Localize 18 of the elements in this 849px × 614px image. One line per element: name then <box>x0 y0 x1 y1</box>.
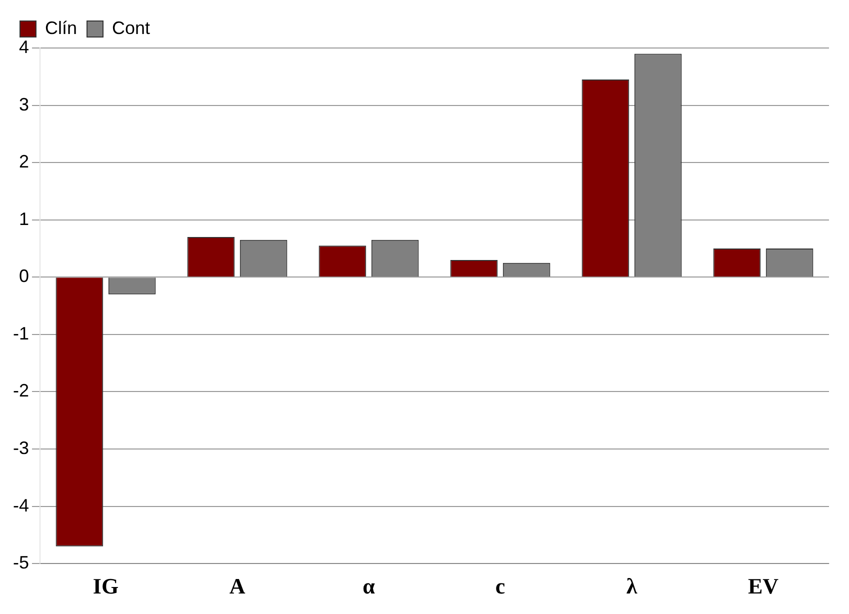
x-tick-label: c <box>495 573 506 598</box>
y-tick-label: 2 <box>18 152 30 172</box>
y-tick-label: -3 <box>12 438 30 458</box>
legend-label: Clín <box>45 18 78 38</box>
legend-label: Cont <box>112 18 150 38</box>
x-tick-label: A <box>229 573 246 598</box>
y-tick-label: -1 <box>12 323 30 344</box>
x-tick-label: IG <box>92 573 119 598</box>
y-tick-label: -5 <box>12 552 30 573</box>
x-tick-label: α <box>362 573 376 598</box>
x-tick-label: EV <box>748 573 779 598</box>
y-tick-label: -2 <box>12 380 30 401</box>
y-tick-label: 1 <box>18 208 30 229</box>
y-tick-label: 4 <box>18 36 30 57</box>
y-tick-label: -4 <box>12 495 30 516</box>
x-tick-label: λ <box>626 573 638 598</box>
y-tick-label: 0 <box>18 266 30 286</box>
y-tick-label: 3 <box>18 94 30 114</box>
